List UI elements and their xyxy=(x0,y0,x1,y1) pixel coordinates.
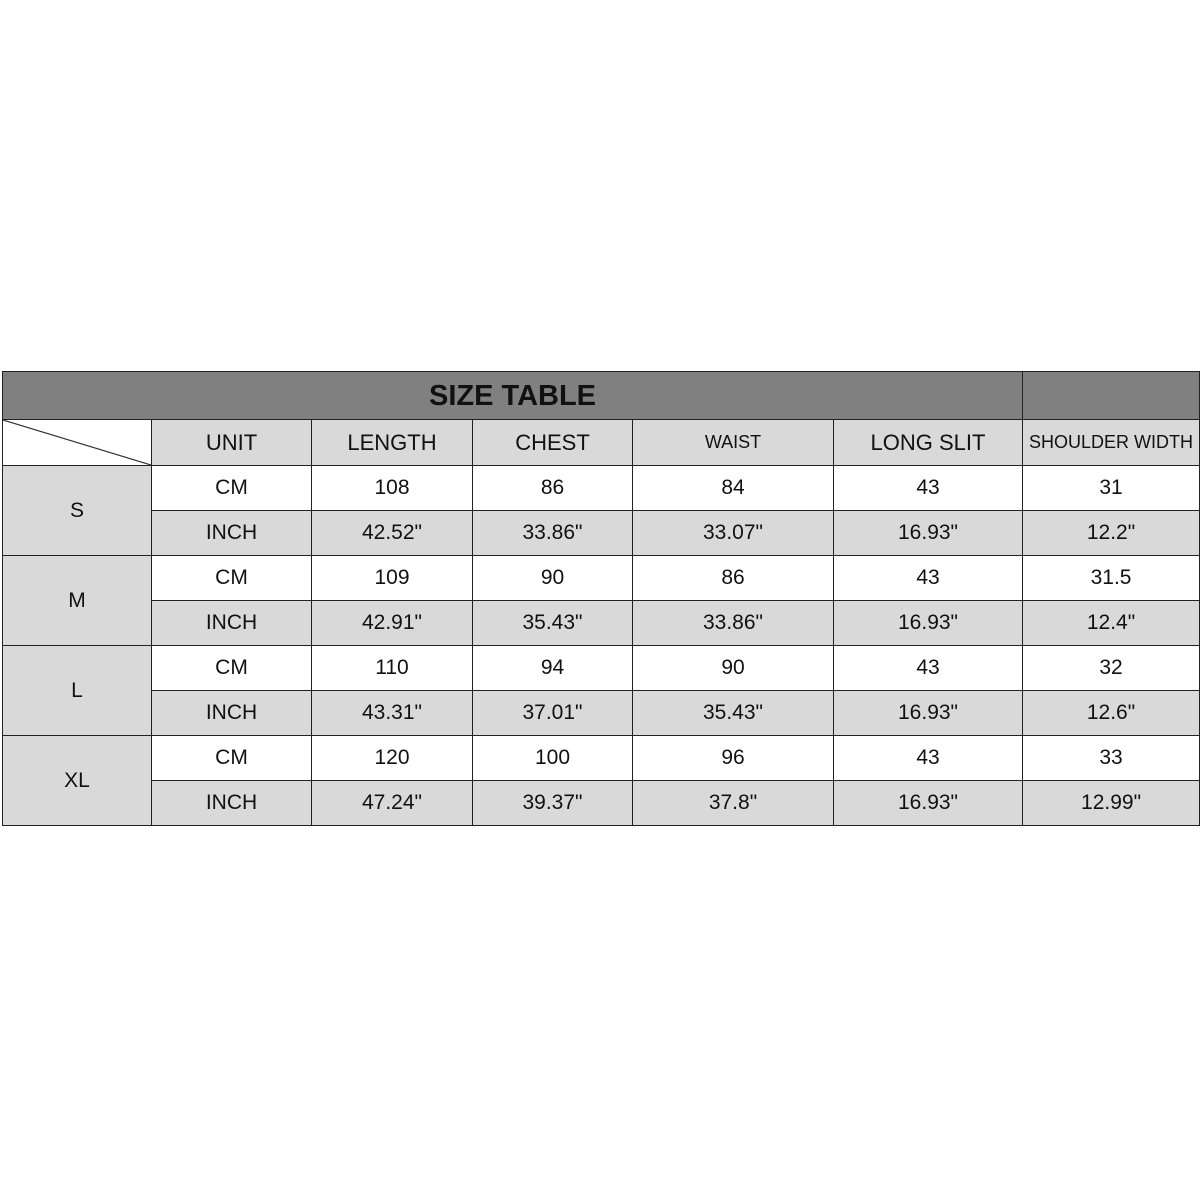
table-title: SIZE TABLE xyxy=(1,371,1024,420)
size-label: L xyxy=(2,645,152,736)
column-header: UNIT xyxy=(151,419,312,466)
value-cell: 37.8" xyxy=(632,780,834,826)
column-header: CHEST xyxy=(472,419,633,466)
table-row: M CM 109 90 86 43 31.5 xyxy=(2,555,1200,646)
value-cell: 43.31" xyxy=(311,690,473,736)
value-cell: 43 xyxy=(832,645,1024,691)
value-cell: 109 xyxy=(311,555,473,601)
value-cell: 31 xyxy=(1022,465,1200,511)
unit-cell: CM xyxy=(151,645,312,691)
value-cell: 86 xyxy=(472,465,633,511)
unit-cell: CM xyxy=(151,555,312,601)
table-row: INCH 43.31" 37.01" 35.43" 16.93" 12.6" xyxy=(3,690,1200,736)
value-cell: 12.2" xyxy=(1022,510,1200,556)
value-cell: 39.37" xyxy=(472,780,633,826)
value-cell: 100 xyxy=(472,735,633,781)
value-cell: 120 xyxy=(311,735,473,781)
value-cell: 47.24" xyxy=(311,780,473,826)
table-row: L CM 110 94 90 43 32 xyxy=(2,645,1200,736)
size-label: M xyxy=(2,555,152,646)
value-cell: 33.86" xyxy=(472,510,633,556)
value-cell: 108 xyxy=(311,465,473,511)
unit-cell: INCH xyxy=(151,780,312,826)
value-cell: 16.93" xyxy=(832,600,1024,646)
value-cell: 16.93" xyxy=(832,690,1024,736)
value-cell: 42.52" xyxy=(311,510,473,556)
value-cell: 110 xyxy=(311,645,473,691)
value-cell: 33.86" xyxy=(632,600,834,646)
table-row: S CM 108 86 84 43 31 xyxy=(2,465,1200,556)
size-label: S xyxy=(2,465,152,556)
value-cell: 43 xyxy=(832,465,1024,511)
value-cell: 12.6" xyxy=(1022,690,1200,736)
value-cell: 96 xyxy=(632,735,834,781)
value-cell: 35.43" xyxy=(632,690,834,736)
value-cell: 90 xyxy=(632,645,834,691)
value-cell: 86 xyxy=(632,555,834,601)
value-cell: 43 xyxy=(832,555,1024,601)
value-cell: 42.91" xyxy=(311,600,473,646)
value-cell: 12.4" xyxy=(1022,600,1200,646)
unit-cell: INCH xyxy=(151,690,312,736)
value-cell: 33.07" xyxy=(632,510,834,556)
value-cell: 43 xyxy=(832,735,1024,781)
value-cell: 31.5 xyxy=(1022,555,1200,601)
value-cell: 90 xyxy=(472,555,633,601)
column-header: SHOULDER WIDTH xyxy=(1022,419,1200,466)
table-row: INCH 47.24" 39.37" 37.8" 16.93" 12.99" xyxy=(3,780,1200,826)
unit-cell: INCH xyxy=(151,510,312,556)
unit-cell: CM xyxy=(151,465,312,511)
value-cell: 84 xyxy=(632,465,834,511)
column-header: LONG SLIT xyxy=(832,419,1024,466)
table-row: INCH 42.91" 35.43" 33.86" 16.93" 12.4" xyxy=(3,600,1200,646)
table-row: XL CM 120 100 96 43 33 xyxy=(2,735,1200,826)
column-header: WAIST xyxy=(632,419,834,466)
title-blank-cell xyxy=(1022,371,1200,420)
unit-cell: INCH xyxy=(151,600,312,646)
value-cell: 94 xyxy=(472,645,633,691)
unit-cell: CM xyxy=(151,735,312,781)
table-row: INCH 42.52" 33.86" 33.07" 16.93" 12.2" xyxy=(3,510,1200,556)
header-row: UNIT LENGTH CHEST WAIST LONG SLIT SHOULDER WI… xyxy=(2,419,1200,466)
value-cell: 16.93" xyxy=(832,780,1024,826)
value-cell: 35.43" xyxy=(472,600,633,646)
corner-diagonal-cell xyxy=(2,419,152,466)
value-cell: 12.99" xyxy=(1022,780,1200,826)
size-table: SIZE TABLE UNIT LENGTH CHEST WAIST LONG SLIT… xyxy=(1,371,1200,826)
value-cell: 33 xyxy=(1022,735,1200,781)
value-cell: 37.01" xyxy=(472,690,633,736)
column-header: LENGTH xyxy=(311,419,473,466)
value-cell: 32 xyxy=(1022,645,1200,691)
value-cell: 16.93" xyxy=(832,510,1024,556)
title-row: SIZE TABLE xyxy=(1,371,1200,420)
size-label: XL xyxy=(2,735,152,826)
